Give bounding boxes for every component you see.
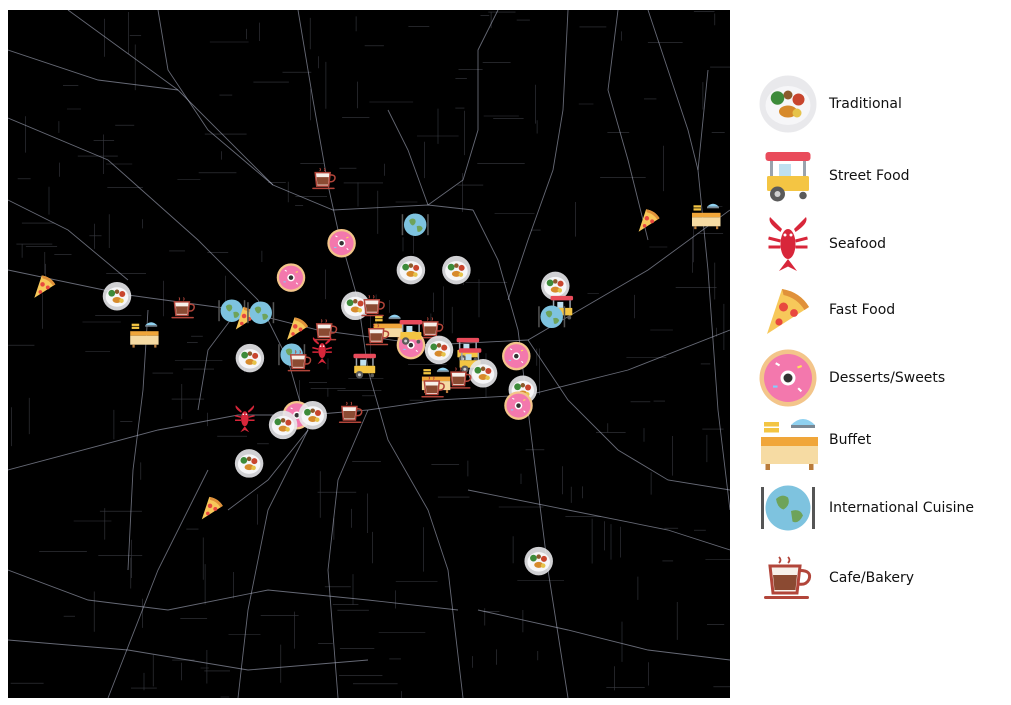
legend-item-cafe: Cafe/Bakery xyxy=(758,548,1003,608)
marker-traditional-plate-icon[interactable] xyxy=(234,449,264,478)
marker-traditional-plate-icon[interactable] xyxy=(298,400,327,430)
city-map[interactable] xyxy=(8,10,730,698)
legend-item-international: International Cuisine xyxy=(758,478,1003,538)
marker-traditional-plate-icon[interactable] xyxy=(396,255,426,285)
marker-traditional-plate-icon[interactable] xyxy=(468,359,498,388)
marker-traditional-plate-icon[interactable] xyxy=(235,343,265,373)
marker-coffee-cup-icon[interactable] xyxy=(312,318,338,342)
legend-label: Seafood xyxy=(829,236,887,252)
marker-donut-icon[interactable] xyxy=(502,341,531,371)
marker-lobster-icon[interactable] xyxy=(311,336,333,365)
legend-label: Cafe/Bakery xyxy=(829,570,915,586)
legend-item-seafood: Seafood xyxy=(758,214,1003,274)
marker-traditional-plate-icon[interactable] xyxy=(524,546,553,576)
street-grid xyxy=(8,11,730,698)
marker-buffet-table-icon[interactable] xyxy=(692,203,721,230)
legend-item-fastfood: Fast Food xyxy=(758,280,1003,340)
road-network xyxy=(8,10,730,698)
legend-item-buffet: Buffet xyxy=(758,410,1003,470)
map-canvas[interactable] xyxy=(8,10,730,698)
street-cart-icon xyxy=(758,146,818,206)
marker-pizza-slice-icon[interactable] xyxy=(201,496,223,520)
legend-label: Traditional xyxy=(829,96,902,112)
marker-pizza-slice-icon[interactable] xyxy=(638,209,660,232)
legend: Traditional Street Food Seafood Fast Food De… xyxy=(758,70,1003,630)
globe-cutlery-icon xyxy=(758,478,818,538)
marker-traditional-plate-icon[interactable] xyxy=(102,281,132,311)
legend-label: Buffet xyxy=(829,432,872,448)
buffet-table-icon xyxy=(758,410,818,470)
marker-traditional-plate-icon[interactable] xyxy=(268,410,298,440)
restaurant-markers[interactable] xyxy=(34,167,721,576)
donut-icon xyxy=(758,348,818,408)
marker-street-cart-icon[interactable] xyxy=(353,353,376,379)
legend-item-street: Street Food xyxy=(758,146,1003,206)
lobster-icon xyxy=(758,214,818,274)
marker-globe-cutlery-icon[interactable] xyxy=(247,301,275,324)
traditional-plate-icon xyxy=(758,74,818,134)
marker-globe-cutlery-icon[interactable] xyxy=(401,213,429,236)
marker-coffee-cup-icon[interactable] xyxy=(311,167,336,190)
marker-pizza-slice-icon[interactable] xyxy=(287,317,308,340)
pizza-slice-icon xyxy=(758,280,818,340)
legend-label: International Cuisine xyxy=(829,500,975,516)
coffee-cup-icon xyxy=(758,548,818,608)
legend-label: Street Food xyxy=(829,168,910,184)
marker-traditional-plate-icon[interactable] xyxy=(442,255,471,285)
legend-label: Desserts/Sweets xyxy=(829,370,946,386)
marker-traditional-plate-icon[interactable] xyxy=(541,271,570,301)
marker-coffee-cup-icon[interactable] xyxy=(338,401,363,424)
marker-traditional-plate-icon[interactable] xyxy=(424,335,454,365)
marker-donut-icon[interactable] xyxy=(327,228,356,258)
marker-coffee-cup-icon[interactable] xyxy=(170,296,195,320)
legend-item-dessert: Desserts/Sweets xyxy=(758,348,1003,408)
marker-donut-icon[interactable] xyxy=(504,391,533,420)
marker-donut-icon[interactable] xyxy=(276,263,306,292)
marker-lobster-icon[interactable] xyxy=(234,404,256,433)
marker-buffet-table-icon[interactable] xyxy=(130,322,159,348)
legend-item-traditional: Traditional xyxy=(758,74,1003,134)
legend-label: Fast Food xyxy=(829,302,896,318)
